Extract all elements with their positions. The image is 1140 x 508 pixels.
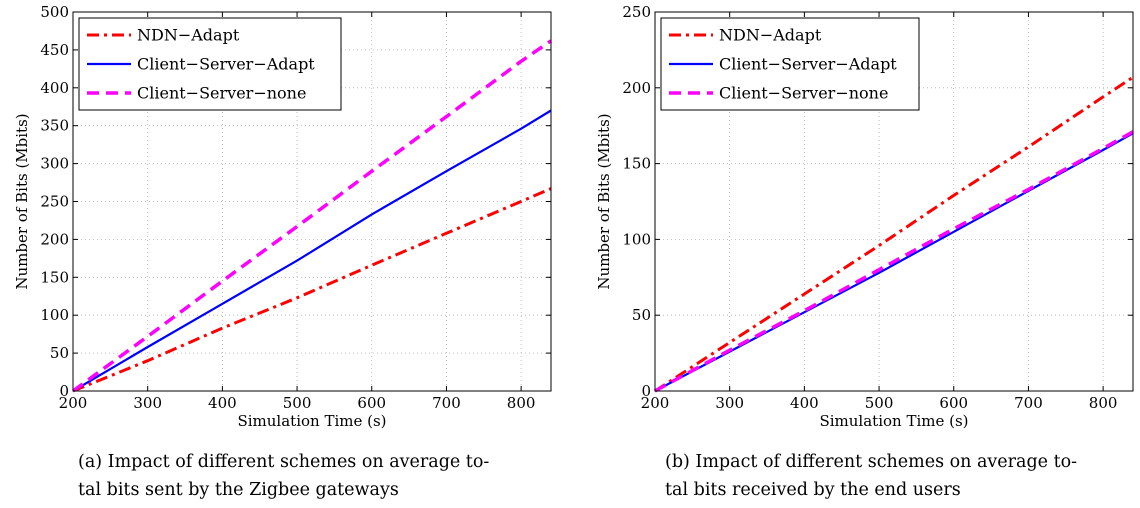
y-axis-label-a: Number of Bits (Mbits) <box>13 113 31 289</box>
caption-b: (b) Impact of different schemes on avera… <box>665 448 1135 504</box>
legend-label-a-1: Client−Server−Adapt <box>137 55 315 74</box>
x-tick-label-500: 500 <box>865 394 894 412</box>
caption-a-line2: tal bits sent by the Zigbee gateways <box>78 480 399 500</box>
legend-label-b-2: Client−Server−none <box>719 84 888 103</box>
y-tick-label-0: 0 <box>59 382 69 400</box>
y-tick-label-300: 300 <box>40 155 69 173</box>
y-tick-label-0: 0 <box>641 382 651 400</box>
x-tick-label-500: 500 <box>283 394 312 412</box>
legend-label-b-1: Client−Server−Adapt <box>719 55 897 74</box>
y-tick-label-50: 50 <box>50 344 69 362</box>
x-tick-label-600: 600 <box>939 394 968 412</box>
x-tick-label-200: 200 <box>641 394 670 412</box>
x-tick-label-400: 400 <box>208 394 237 412</box>
x-tick-label-800: 800 <box>507 394 536 412</box>
legend-label-a-0: NDN−Adapt <box>137 26 240 45</box>
series-line-a-2 <box>71 39 552 393</box>
x-tick-label-300: 300 <box>715 394 744 412</box>
series-line-a-1 <box>72 109 552 392</box>
y-axis-label-b: Number of Bits (Mbits) <box>595 113 613 289</box>
y-tick-label-100: 100 <box>40 306 69 324</box>
x-tick-label-400: 400 <box>790 394 819 412</box>
y-tick-label-450: 450 <box>40 41 69 59</box>
y-tick-label-200: 200 <box>622 79 651 97</box>
legend-a: NDN−Adapt Client−Server−Adapt Client−Serve… <box>78 17 342 111</box>
y-tick-label-250: 250 <box>40 193 69 211</box>
x-tick-label-800: 800 <box>1089 394 1118 412</box>
y-tick-label-200: 200 <box>40 230 69 248</box>
caption-a-line1: (a) Impact of different schemes on avera… <box>78 452 490 472</box>
legend-label-b-0: NDN−Adapt <box>719 26 822 45</box>
x-tick-label-700: 700 <box>432 394 461 412</box>
y-tick-label-150: 150 <box>622 155 651 173</box>
y-tick-label-400: 400 <box>40 79 69 97</box>
y-tick-label-50: 50 <box>632 306 651 324</box>
x-tick-label-200: 200 <box>59 394 88 412</box>
x-axis-label-a: Simulation Time (s) <box>237 412 386 430</box>
legend-b: NDN−Adapt Client−Server−Adapt Client−Serve… <box>660 17 920 111</box>
caption-b-line1: (b) Impact of different schemes on avera… <box>665 452 1078 472</box>
x-tick-label-600: 600 <box>357 394 386 412</box>
x-tick-label-300: 300 <box>133 394 162 412</box>
plot-frame-b <box>654 11 1134 392</box>
caption-b-line2: tal bits received by the end users <box>665 480 961 500</box>
y-tick-label-500: 500 <box>40 3 69 21</box>
series-line-b-0 <box>654 75 1134 393</box>
y-tick-label-100: 100 <box>622 230 651 248</box>
y-tick-label-150: 150 <box>40 268 69 286</box>
plot-a: 200 300 400 500 600 700 800 0 50 100 150 200 250 300 3… <box>13 3 552 430</box>
x-tick-label-700: 700 <box>1014 394 1043 412</box>
y-tick-label-350: 350 <box>40 117 69 135</box>
caption-a: (a) Impact of different schemes on avera… <box>78 448 558 504</box>
series-line-a-0 <box>72 187 552 393</box>
series-line-b-2 <box>654 130 1134 393</box>
x-axis-label-b: Simulation Time (s) <box>819 412 968 430</box>
y-tick-label-250: 250 <box>622 3 651 21</box>
plot-b: 200 300 400 500 600 700 800 0 50 100 150 200 250 Simu… <box>595 3 1134 430</box>
legend-label-a-2: Client−Server−none <box>137 84 306 103</box>
